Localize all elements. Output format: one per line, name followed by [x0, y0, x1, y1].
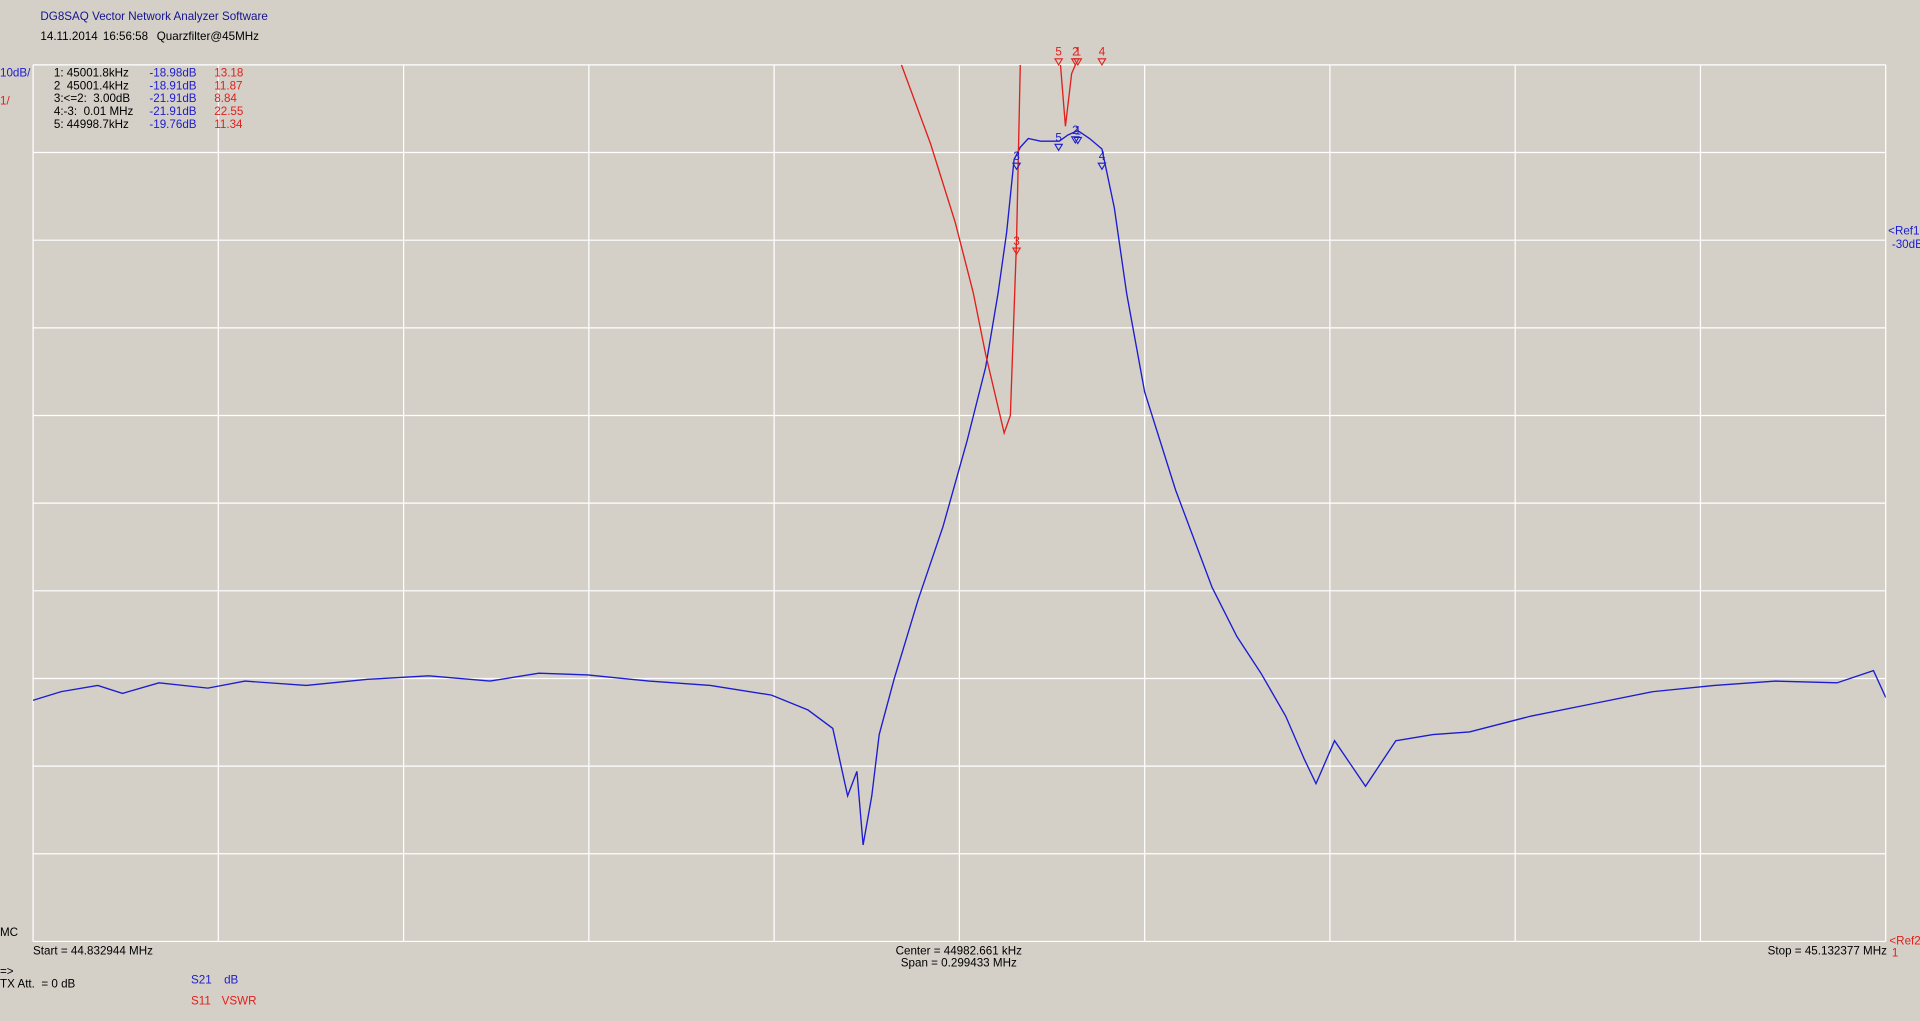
marker-freq: 4:-3: 0.01 MHz — [54, 105, 134, 118]
ref1-value: -30dB — [1892, 238, 1920, 251]
s11-scale: 1/ — [0, 95, 10, 108]
s21-scale: 10dB/ — [0, 67, 31, 80]
mc-label: MC — [0, 926, 18, 939]
marker-s21: -19.76dB — [149, 118, 196, 131]
span-label: Span = 0.299433 MHz — [901, 957, 1017, 970]
marker-s21-label: 3 — [1013, 150, 1019, 163]
marker-s21: -18.91dB — [149, 79, 196, 92]
time: 16:56:58 — [103, 30, 148, 43]
center-label: Center = 44982.661 kHz — [896, 944, 1023, 957]
marker-s11: 11.87 — [214, 79, 242, 92]
tx-attenuation: TX Att. = 0 dB — [0, 977, 76, 990]
traces — [33, 64, 1886, 846]
marker-s11 — [1097, 58, 1107, 66]
marker-s11: 13.18 — [214, 67, 243, 80]
marker-s21-label: 1 — [1075, 124, 1081, 137]
ref2-value: 1 — [1892, 947, 1898, 960]
legend-s11-unit: VSWR — [222, 994, 257, 1007]
trace-s21 — [33, 129, 1886, 846]
marker-s11 — [1011, 247, 1022, 256]
marker-s21 — [1011, 162, 1022, 171]
marker-s21-label: 2 — [1072, 124, 1078, 137]
marker-s21: -18.98dB — [149, 67, 196, 80]
measurement-name: Quarzfilter@45MHz — [157, 30, 259, 43]
marker-s11 — [1053, 58, 1064, 66]
marker-s21-label: 4 — [1099, 150, 1106, 163]
marker-s11-label: 1 — [1075, 46, 1081, 59]
ref1-label: <Ref1 — [1888, 224, 1919, 237]
marker-s21 — [1097, 162, 1107, 171]
marker-s11-label: 5 — [1055, 46, 1061, 59]
ref2-label: <Ref2 — [1889, 935, 1920, 948]
marker-freq: 2 45001.4kHz — [54, 79, 129, 92]
marker-s21 — [1070, 136, 1080, 145]
marker-s21 — [1073, 136, 1083, 145]
legend-s21-unit: dB — [224, 974, 238, 987]
trace-s11 — [900, 64, 1076, 436]
marker-s11-label: 2 — [1072, 46, 1078, 59]
marker-s11: 11.34 — [214, 118, 243, 131]
legend-s11-name: S11 — [191, 994, 211, 1007]
marker-s11 — [1070, 58, 1080, 66]
marker-s11: 22.55 — [214, 105, 243, 118]
marker-freq: 1: 45001.8kHz — [54, 67, 129, 80]
marker-s21 — [1053, 143, 1064, 152]
marker-s21: -21.91dB — [149, 105, 196, 118]
marker-s11: 8.84 — [214, 92, 237, 105]
app-title: DG8SAQ Vector Network Analyzer Software — [40, 10, 267, 23]
marker-s21-label: 5 — [1055, 131, 1061, 144]
start-label: Start = 44.832944 MHz — [33, 944, 153, 957]
stop-label: Stop = 45.132377 MHz — [1768, 944, 1887, 957]
marker-freq: 5: 44998.7kHz — [54, 118, 129, 131]
marker-s21: -21.91dB — [149, 92, 196, 105]
marker-s11-label: 4 — [1099, 46, 1106, 59]
legend-s21-name: S21 — [191, 974, 212, 987]
marker-freq: 3:<=2: 3.00dB — [54, 92, 131, 105]
tx-arrow: => — [0, 965, 14, 978]
date: 14.11.2014 — [40, 30, 98, 43]
marker-s11-label: 3 — [1013, 235, 1019, 248]
